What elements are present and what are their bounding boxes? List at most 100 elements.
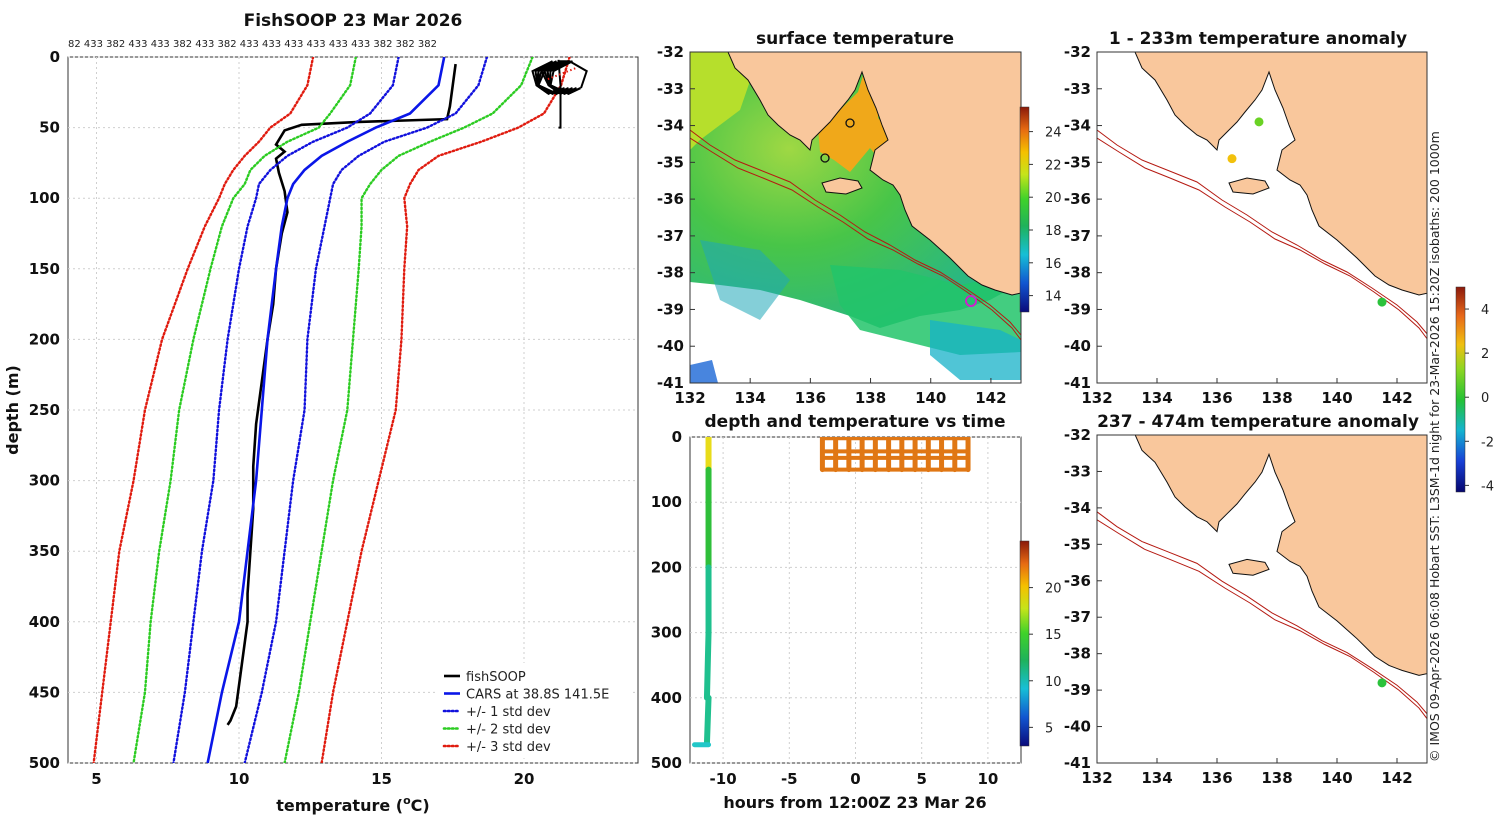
sst-cool-patch: [930, 320, 1021, 380]
legend-box: [436, 663, 632, 758]
depth-time-panel: depth and temperature vs time -10 -5 0 5 100…: [651, 412, 1062, 812]
depth-time-y-tick-label: 0: [672, 428, 682, 446]
anomaly-2-y-tick-label: -32: [1064, 426, 1091, 444]
profile-y-tick-label: 350: [29, 542, 60, 560]
profile-gridlines: [68, 56, 638, 764]
depth-time-colorbar-tick-label: 20: [1045, 582, 1062, 597]
legend-label: +/- 3 std dev: [466, 740, 551, 755]
depth-time-x-tick-label: 5: [916, 770, 926, 788]
fishsoop-surface-cast: [557, 59, 562, 129]
anomaly-1-y-tick-label: -34: [1064, 117, 1091, 135]
profile-x-tick-label: 15: [371, 770, 392, 788]
anomaly-2-x-tick-label: 142: [1381, 769, 1412, 787]
anomaly-1-y-tick-label: -38: [1064, 264, 1091, 282]
sst-y-tick-label: -40: [657, 337, 684, 355]
anomaly-2-x-tick-label: 132: [1081, 769, 1112, 787]
sst-fishsoop-location: [965, 295, 977, 307]
sst-cool-patch-2: [700, 240, 790, 320]
anomaly-2-y-tick-label: -36: [1064, 572, 1091, 590]
depth-time-y-tick-label: 400: [651, 689, 682, 707]
depth-time-y-tick-label: 200: [651, 558, 682, 576]
profile-xlabel: temperature (oC): [276, 794, 429, 815]
anomaly-colorbar-tick-label: 2: [1481, 347, 1489, 362]
profile-series--3-std-dev-low: [92, 57, 315, 763]
sst-colorbar-tick-label: 18: [1045, 224, 1062, 239]
sst-colorbar-tick-label: 14: [1045, 290, 1062, 305]
anomaly-colorbar-tick-label: -2: [1481, 435, 1494, 450]
fishsoop-surface-cast: [558, 60, 588, 89]
sst-x-tick-label: 136: [795, 389, 826, 407]
anomaly-1-x-tick-label: 138: [1261, 389, 1292, 407]
profile-series--1-std-dev-high: [243, 57, 489, 763]
sst-y-tick-label: -38: [657, 264, 684, 282]
sst-colorbar-tick-label: 16: [1045, 257, 1062, 272]
sst-x-tick-label: 132: [674, 389, 705, 407]
anomaly-map-1-panel: 1 - 233m temperature anomaly 132 134 136 13…: [1064, 29, 1428, 407]
sst-y-tick-label: -33: [657, 80, 684, 98]
profile-curves: [92, 57, 571, 763]
sst-y-tick-label: -34: [657, 117, 684, 135]
anomaly-2-y-tick-label: -33: [1064, 462, 1091, 480]
anomaly-2-y-tick-label: -41: [1064, 754, 1091, 772]
copyright-caption: © IMOS 09-Apr-2026 06:08 Hobart SST: L3S…: [1427, 131, 1442, 762]
profile-y-tick-label: 100: [29, 189, 60, 207]
profile-series--2-std-dev-low: [132, 57, 358, 763]
anomaly-1-x-tick-label: 140: [1321, 389, 1352, 407]
sst-ticks: 132 134 136 138 140 142 -32 -33 -34 -35 -36 -37 -38 -…: [657, 43, 1062, 407]
depth-time-y-tick-label: 100: [651, 493, 682, 511]
profile-title: FishSOOP 23 Mar 2026: [244, 11, 463, 31]
anomaly-colorbar-tick-label: 4: [1481, 303, 1489, 318]
profile-x-tick-label: 10: [229, 770, 250, 788]
sst-y-tick-label: -41: [657, 374, 684, 392]
anomaly-2-y-tick-label: -38: [1064, 645, 1091, 663]
anomaly-colorbar-ticks: -4 -2 0 2 4: [1465, 303, 1494, 494]
depth-time-colorbar-tick-label: 10: [1045, 675, 1062, 690]
profile-series--2-std-dev-high: [283, 57, 534, 763]
anomaly-2-x-tick-label: 134: [1141, 769, 1172, 787]
profile-y-tick-label: 200: [29, 330, 60, 348]
anomaly-2-y-tick-label: -37: [1064, 608, 1091, 626]
anomaly-point: [1254, 117, 1264, 127]
depth-time-colorbar: [1019, 540, 1030, 747]
sst-y-tick-label: -39: [657, 300, 684, 318]
profile-top-counts: 82 433 382 433 433 382 433 382 433 433 4…: [68, 39, 437, 50]
sst-x-tick-label: 142: [975, 389, 1006, 407]
anomaly-1-y-tick-label: -40: [1064, 337, 1091, 355]
depth-time-cast-segment: [703, 629, 712, 701]
depth-time-y-tick-label: 300: [651, 624, 682, 642]
anomaly-point: [1377, 297, 1387, 307]
sst-y-tick-label: -37: [657, 227, 684, 245]
legend-label: +/- 1 std dev: [466, 705, 551, 720]
sst-y-tick-label: -35: [657, 153, 684, 171]
profile-y-tick-label: 50: [39, 119, 60, 137]
profile-ylabel: depth (m): [3, 365, 22, 455]
anomaly-colorbar: [1455, 286, 1466, 493]
anomaly-1-y-tick-label: -33: [1064, 80, 1091, 98]
sst-title: surface temperature: [756, 29, 954, 49]
profile-y-tick-label: 450: [29, 683, 60, 701]
anomaly-1-y-tick-label: -41: [1064, 374, 1091, 392]
legend-label: +/- 2 std dev: [466, 723, 551, 738]
sst-colorbar: [1019, 106, 1030, 313]
profile-y-tick-label: 300: [29, 472, 60, 490]
profile-x-tick-label: 5: [91, 770, 101, 788]
anomaly-2-y-tick-label: -34: [1064, 499, 1091, 517]
legend-label: fishSOOP: [466, 670, 526, 685]
profile-y-tick-label: 400: [29, 613, 60, 631]
anomaly-2-y-tick-label: -40: [1064, 718, 1091, 736]
sst-x-tick-label: 134: [735, 389, 766, 407]
sst-map-content: [690, 52, 1021, 383]
anomaly-1-ticks: 132 134 136 138 140 142 -32 -33 -34 -35 -36 -37 -38 -…: [1064, 43, 1413, 407]
profile-series--3-std-dev-high: [320, 57, 571, 763]
depth-time-y-tick-label: 500: [651, 754, 682, 772]
profile-y-tick-label: 150: [29, 260, 60, 278]
profile-legend: fishSOOP CARS at 38.8S 141.5E +/- 1 std de…: [436, 663, 632, 758]
sst-y-tick-label: -32: [657, 43, 684, 61]
anomaly-1-y-tick-label: -39: [1064, 300, 1091, 318]
profile-y-tick-label: 250: [29, 401, 60, 419]
depth-time-axes: [689, 436, 1022, 764]
fishsoop-surface-cast: [546, 60, 581, 95]
profile-y-tick-label: 500: [29, 754, 60, 772]
